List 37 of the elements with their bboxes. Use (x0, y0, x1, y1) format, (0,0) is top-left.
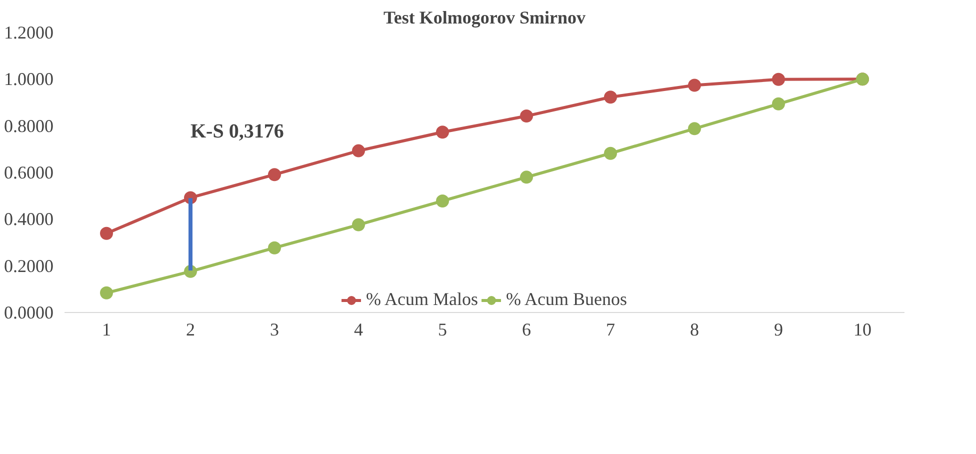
x-tick-label: 1 (102, 320, 111, 340)
legend-label: % Acum Malos (366, 289, 478, 310)
y-tick-label: 0.6000 (4, 162, 54, 182)
point (268, 241, 281, 254)
point (772, 97, 785, 110)
point (352, 218, 365, 232)
point (436, 194, 449, 208)
x-tick-label: 8 (690, 320, 699, 340)
point (100, 226, 113, 240)
y-tick-label: 0.8000 (4, 116, 54, 136)
chart-title: Test Kolmogorov Smirnov (383, 8, 586, 28)
x-tick-label: 6 (522, 320, 531, 340)
point (520, 170, 533, 184)
x-tick-label: 2 (186, 320, 195, 340)
legend-label: % Acum Buenos (506, 289, 627, 310)
point (436, 126, 449, 139)
x-tick-label: 9 (774, 320, 783, 340)
x-tick-label: 3 (270, 320, 279, 340)
x-tick-label: 5 (438, 320, 447, 340)
point (688, 122, 701, 136)
point (268, 168, 281, 182)
point (100, 286, 113, 300)
point (604, 90, 617, 104)
y-tick-label: 1.0000 (4, 69, 54, 90)
point (520, 110, 533, 123)
y-tick-label: 1.2000 (4, 22, 54, 42)
x-tick-label: 7 (606, 320, 615, 340)
annotation: K-S 0,3176 (190, 120, 284, 143)
y-tick-label: 0.0000 (4, 302, 54, 322)
point (688, 78, 701, 92)
x-tick-label: 10 (854, 320, 872, 340)
point (604, 146, 617, 160)
point (352, 144, 365, 158)
y-tick-label: 0.4000 (4, 209, 54, 230)
y-tick-label: 0.2000 (4, 256, 54, 276)
point (772, 72, 785, 86)
x-tick-label: 4 (354, 320, 363, 340)
